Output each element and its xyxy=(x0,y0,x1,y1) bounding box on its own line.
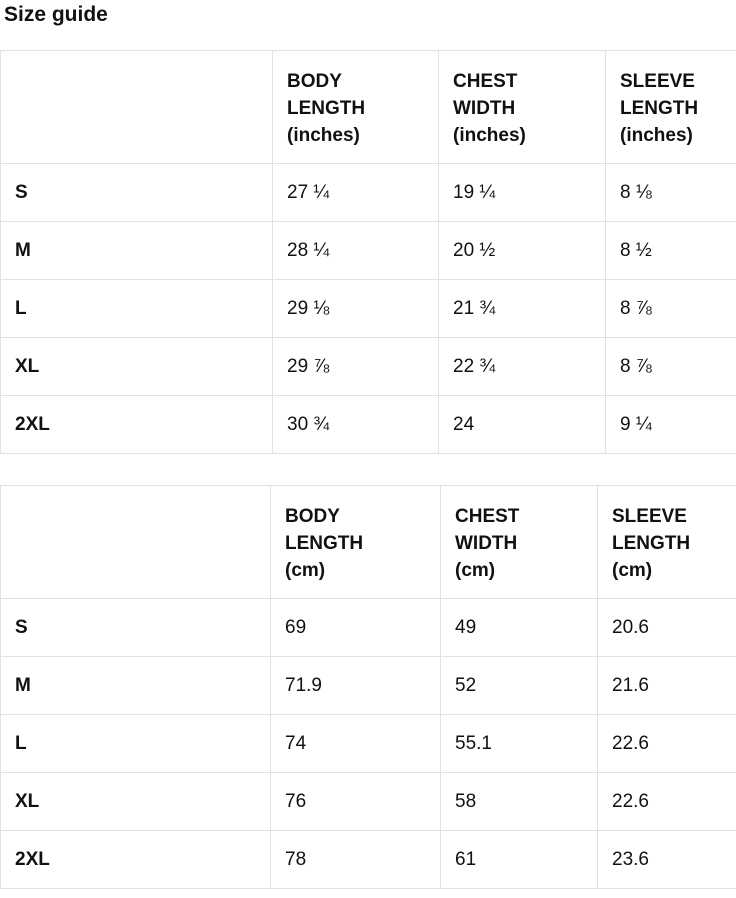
sleeve-length-cell: 23.6 xyxy=(597,830,736,890)
chest-width-cell: 20 ½ xyxy=(438,221,606,281)
sleeve-length-cell: 8 ⅞ xyxy=(605,337,736,397)
body-length-cell: 27 ¼ xyxy=(272,163,439,223)
sleeve-length-cm-header: SLEEVE LENGTH (cm) xyxy=(597,485,736,600)
size-cell: M xyxy=(0,221,273,281)
table-header-row: BODY LENGTH (inches) CHEST WIDTH (inches… xyxy=(0,50,736,165)
body-length-cm-header: BODY LENGTH (cm) xyxy=(270,485,441,600)
size-cell: XL xyxy=(0,772,271,832)
size-cell: 2XL xyxy=(0,395,273,455)
sleeve-length-cell: 8 ⅛ xyxy=(605,163,736,223)
chest-width-cm-header: CHEST WIDTH (cm) xyxy=(440,485,598,600)
chest-width-inches-header: CHEST WIDTH (inches) xyxy=(438,50,606,165)
body-length-cell: 28 ¼ xyxy=(272,221,439,281)
sleeve-length-inches-header: SLEEVE LENGTH (inches) xyxy=(605,50,736,165)
body-length-cell: 76 xyxy=(270,772,441,832)
body-length-cell: 78 xyxy=(270,830,441,890)
size-cell: XL xyxy=(0,337,273,397)
size-cell: L xyxy=(0,279,273,339)
table-row-m: M 71.9 52 21.6 xyxy=(0,656,736,716)
sleeve-length-cell: 9 ¼ xyxy=(605,395,736,455)
table-header-row: BODY LENGTH (cm) CHEST WIDTH (cm) SLEEVE… xyxy=(0,485,736,600)
chest-width-cell: 19 ¼ xyxy=(438,163,606,223)
body-length-cell: 29 ⅞ xyxy=(272,337,439,397)
size-cell: S xyxy=(0,598,271,658)
body-length-inches-header: BODY LENGTH (inches) xyxy=(272,50,439,165)
body-length-cell: 74 xyxy=(270,714,441,774)
sleeve-length-cell: 8 ½ xyxy=(605,221,736,281)
table-row-m: M 28 ¼ 20 ½ 8 ½ xyxy=(0,221,736,281)
size-guide-table-cm: BODY LENGTH (cm) CHEST WIDTH (cm) SLEEVE… xyxy=(0,485,736,890)
table-row-l: L 74 55.1 22.6 xyxy=(0,714,736,774)
page-title: Size guide xyxy=(4,3,108,26)
size-table-cm: BODY LENGTH (cm) CHEST WIDTH (cm) SLEEVE… xyxy=(0,485,736,890)
chest-width-cell: 21 ¾ xyxy=(438,279,606,339)
body-length-cell: 30 ¾ xyxy=(272,395,439,455)
body-length-cell: 29 ⅛ xyxy=(272,279,439,339)
table-row-2xl: 2XL 78 61 23.6 xyxy=(0,830,736,890)
table-row-xl: XL 29 ⅞ 22 ¾ 8 ⅞ xyxy=(0,337,736,397)
table-row-2xl: 2XL 30 ¾ 24 9 ¼ xyxy=(0,395,736,455)
table-row-xl: XL 76 58 22.6 xyxy=(0,772,736,832)
sleeve-length-cell: 22.6 xyxy=(597,714,736,774)
chest-width-cell: 61 xyxy=(440,830,598,890)
chest-width-cell: 49 xyxy=(440,598,598,658)
chest-width-cell: 55.1 xyxy=(440,714,598,774)
sleeve-length-cell: 20.6 xyxy=(597,598,736,658)
size-cell: S xyxy=(0,163,273,223)
chest-width-cell: 24 xyxy=(438,395,606,455)
chest-width-cell: 22 ¾ xyxy=(438,337,606,397)
body-length-cell: 69 xyxy=(270,598,441,658)
table-row-s: S 69 49 20.6 xyxy=(0,598,736,658)
chest-width-cell: 52 xyxy=(440,656,598,716)
sleeve-length-cell: 8 ⅞ xyxy=(605,279,736,339)
size-guide-table-inches: BODY LENGTH (inches) CHEST WIDTH (inches… xyxy=(0,50,736,455)
body-length-cell: 71.9 xyxy=(270,656,441,716)
sleeve-length-cell: 21.6 xyxy=(597,656,736,716)
table-row-l: L 29 ⅛ 21 ¾ 8 ⅞ xyxy=(0,279,736,339)
size-cell: 2XL xyxy=(0,830,271,890)
size-cell: L xyxy=(0,714,271,774)
chest-width-cell: 58 xyxy=(440,772,598,832)
sleeve-length-cell: 22.6 xyxy=(597,772,736,832)
size-column-header xyxy=(0,50,273,165)
size-table-inches: BODY LENGTH (inches) CHEST WIDTH (inches… xyxy=(0,50,736,455)
size-column-header xyxy=(0,485,271,600)
size-cell: M xyxy=(0,656,271,716)
table-row-s: S 27 ¼ 19 ¼ 8 ⅛ xyxy=(0,163,736,223)
